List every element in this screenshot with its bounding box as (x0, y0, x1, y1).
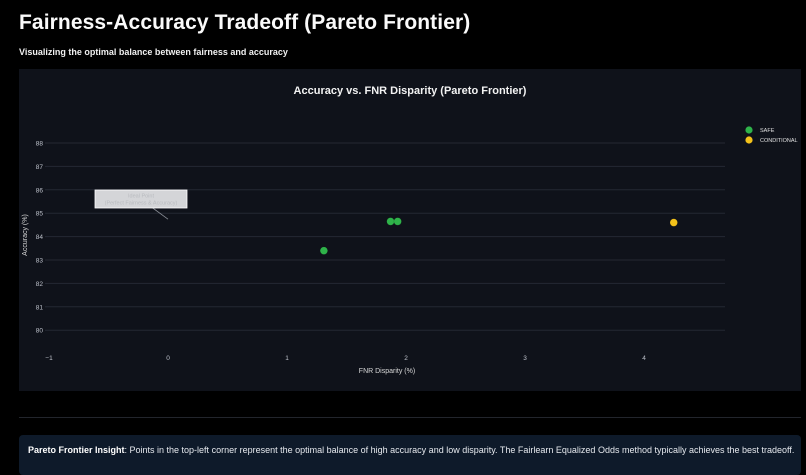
y-axis-label: Accuracy (%) (22, 214, 29, 256)
x-tick-label: −1 (45, 355, 53, 362)
insight-text: : Points in the top-left corner represen… (124, 445, 795, 455)
chart-title: Accuracy vs. FNR Disparity (Pareto Front… (293, 85, 527, 97)
y-tick-label: 88 (36, 141, 44, 148)
section-divider (19, 417, 801, 418)
x-tick-label: 1 (285, 355, 289, 362)
insight-callout: Pareto Frontier Insight: Points in the t… (19, 435, 801, 475)
legend[interactable]: SAFE CONDITIONAL (745, 126, 798, 144)
legend-item-conditional[interactable]: CONDITIONAL (745, 136, 798, 144)
x-tick-label: 2 (404, 355, 408, 362)
y-tick-label: 82 (36, 281, 44, 288)
y-tick-label: 86 (36, 187, 44, 194)
legend-marker-icon (745, 126, 753, 134)
y-tick-label: 83 (36, 258, 44, 265)
y-tick-label: 84 (36, 234, 44, 241)
gridlines (45, 142, 725, 331)
data-points[interactable] (319, 217, 678, 255)
y-tick-label: 85 (36, 211, 44, 218)
legend-item-safe[interactable]: SAFE (745, 126, 775, 134)
annotation-text: Ideal Point (128, 194, 154, 200)
x-tick-label: 3 (523, 355, 527, 362)
y-tick-label: 87 (36, 164, 44, 171)
y-tick-label: 80 (36, 328, 44, 335)
annotation-text: (Perfect Fairness & Accuracy) (105, 201, 178, 207)
data-point-safe[interactable] (393, 217, 402, 226)
data-point-safe[interactable] (386, 217, 395, 226)
legend-label: SAFE (760, 128, 775, 134)
legend-label: CONDITIONAL (760, 138, 798, 144)
x-axis-label: FNR Disparity (%) (359, 368, 415, 375)
y-tick-label: 81 (36, 304, 44, 311)
chart-container[interactable]: Accuracy vs. FNR Disparity (Pareto Front… (19, 69, 801, 391)
x-axis-ticks: −1 0 1 2 3 4 (45, 355, 646, 362)
data-point-safe[interactable] (319, 246, 328, 255)
page-subtitle: Visualizing the optimal balance between … (19, 47, 288, 57)
y-axis-ticks: 80 81 82 83 84 85 86 87 88 (36, 141, 44, 335)
x-tick-label: 4 (642, 355, 646, 362)
data-point-conditional[interactable] (669, 218, 678, 227)
page-title: Fairness-Accuracy Tradeoff (Pareto Front… (19, 11, 471, 34)
insight-label: Pareto Frontier Insight (28, 445, 125, 455)
ideal-point-annotation: Ideal Point(Perfect Fairness & Accuracy) (94, 189, 188, 220)
legend-marker-icon (745, 136, 753, 144)
annotation-box (94, 189, 188, 209)
x-tick-label: 0 (166, 355, 170, 362)
